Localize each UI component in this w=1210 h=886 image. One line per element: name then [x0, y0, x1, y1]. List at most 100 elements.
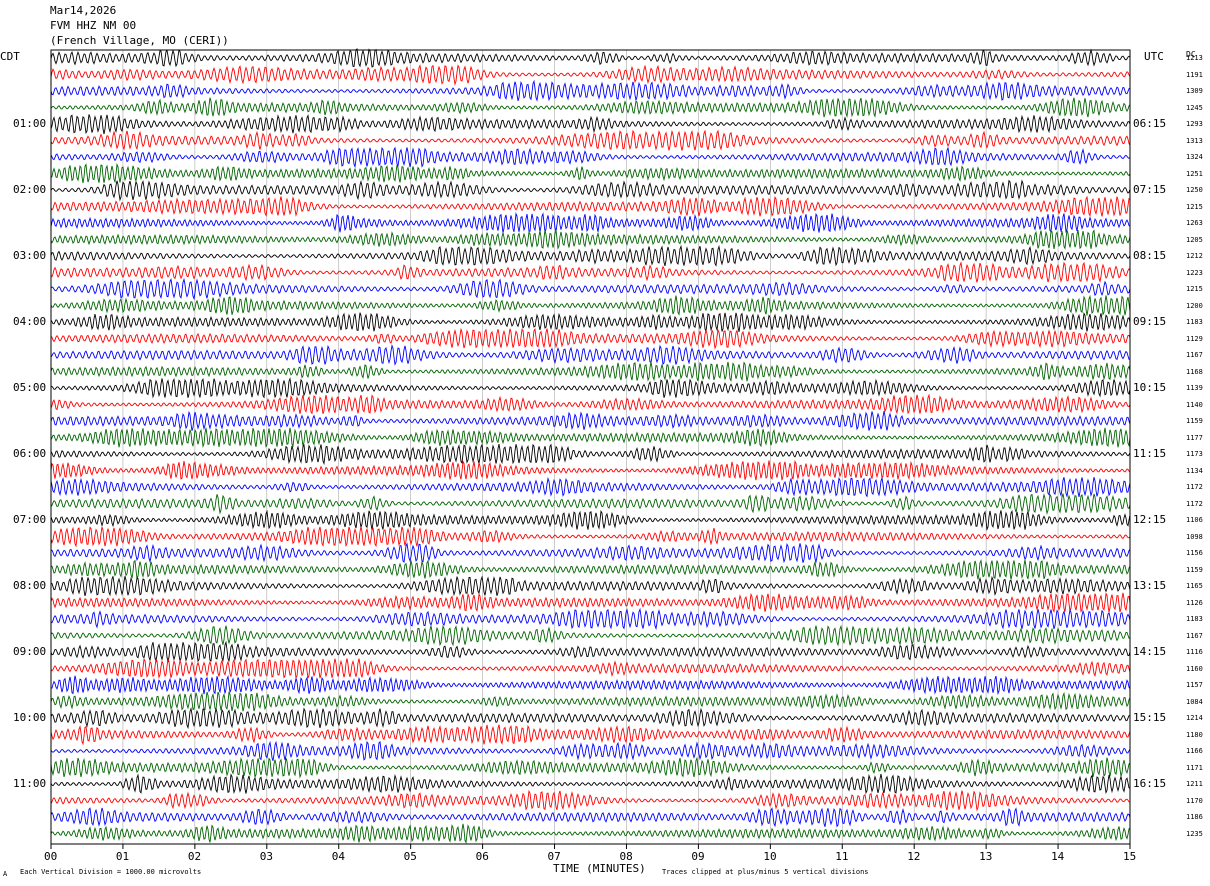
trace-line	[50, 114, 1131, 135]
trace-line	[50, 607, 1131, 631]
trace-line	[50, 294, 1131, 316]
line-count-label: 1183	[1186, 318, 1203, 326]
trace-line	[50, 493, 1131, 515]
line-count-label: 1157	[1186, 681, 1203, 689]
x-tick-label: 11	[835, 850, 849, 863]
line-count-label: 1309	[1186, 87, 1203, 95]
line-count-label: 1084	[1186, 697, 1203, 706]
left-hour-label: 03:00	[13, 249, 47, 262]
right-hour-label: 16:15	[1133, 777, 1167, 790]
counts-header-label: DC	[1186, 50, 1196, 59]
x-tick-label: 01	[115, 850, 130, 863]
record-date: Mar14,2026	[50, 4, 117, 17]
trace-line	[50, 311, 1131, 332]
trace-line	[50, 509, 1131, 532]
line-count-label: 1263	[1186, 219, 1203, 227]
line-count-label: 1167	[1186, 351, 1203, 359]
line-count-label: 1215	[1186, 285, 1203, 293]
line-count-label: 1223	[1186, 268, 1203, 277]
trace-line	[50, 640, 1131, 663]
right-hour-label: 06:15	[1133, 117, 1167, 130]
trace-line	[50, 773, 1131, 795]
x-tick-label: 06	[475, 850, 489, 863]
x-tick-label: 09	[691, 850, 705, 863]
right-hour-label: 12:15	[1133, 513, 1167, 526]
line-count-label: 1168	[1186, 367, 1203, 376]
trace-line	[50, 146, 1131, 169]
left-timezone-label: CDT	[0, 50, 20, 63]
line-count-label: 1106	[1186, 516, 1203, 524]
line-count-label: 1212	[1186, 252, 1203, 260]
line-count-label: 1324	[1186, 153, 1203, 161]
right-hour-label: 07:15	[1133, 183, 1167, 196]
right-hour-label: 15:15	[1133, 711, 1167, 724]
x-tick-label: 04	[331, 850, 345, 863]
line-count-label: 1165	[1186, 582, 1203, 590]
x-axis-ticks	[50, 844, 1131, 849]
trace-line	[50, 823, 1131, 844]
x-tick-label: 07	[547, 850, 561, 863]
trace-line	[50, 376, 1131, 399]
station-code: FVM HHZ NM 00	[50, 19, 137, 32]
line-count-label: 1139	[1186, 384, 1203, 392]
line-count-label: 1191	[1186, 70, 1203, 79]
trace-line	[50, 427, 1131, 449]
line-count-label: 1116	[1186, 648, 1203, 656]
line-count-label: 1200	[1186, 301, 1203, 310]
trace-line	[50, 740, 1131, 761]
plot-frame	[50, 49, 1131, 845]
trace-line	[50, 724, 1131, 746]
trace-line	[50, 244, 1131, 267]
trace-line	[50, 79, 1131, 102]
corner-mark: A	[3, 870, 8, 878]
trace-line	[50, 212, 1131, 234]
x-tick-label: 14	[1051, 850, 1065, 863]
left-hour-label: 07:00	[13, 513, 47, 526]
x-tick-label: 00	[44, 850, 58, 863]
right-hour-label: 13:15	[1133, 579, 1167, 592]
right-hour-label: 14:15	[1133, 645, 1167, 658]
trace-line	[50, 261, 1131, 284]
line-count-label: 1250	[1186, 186, 1203, 194]
x-tick-label: 10	[763, 850, 777, 863]
line-count-label: 1167	[1186, 631, 1203, 640]
right-hour-label: 11:15	[1133, 447, 1167, 460]
left-hour-label: 08:00	[13, 579, 47, 592]
line-count-label: 1098	[1186, 532, 1203, 541]
line-count-label: 1205	[1186, 235, 1203, 244]
trace-line	[50, 48, 1131, 68]
line-count-label: 1313	[1186, 136, 1203, 145]
trace-line	[50, 162, 1131, 184]
trace-line	[50, 657, 1131, 680]
line-count-label: 1211	[1186, 780, 1203, 788]
x-tick-label: 08	[619, 850, 633, 863]
left-hour-label: 06:00	[13, 447, 47, 460]
right-timezone-label: UTC	[1144, 50, 1164, 63]
line-count-label: 1166	[1186, 747, 1203, 755]
right-hour-label: 08:15	[1133, 249, 1167, 262]
trace-line	[50, 195, 1131, 217]
trace-line	[50, 526, 1131, 548]
trace-line	[50, 459, 1131, 481]
line-count-label: 1214	[1186, 714, 1203, 722]
line-count-label: 1183	[1186, 615, 1203, 623]
line-count-label: 1140	[1186, 400, 1203, 409]
left-hour-label: 11:00	[13, 777, 47, 790]
line-count-label: 1186	[1186, 813, 1203, 821]
line-count-label: 1245	[1186, 103, 1203, 112]
trace-line	[50, 410, 1131, 431]
line-count-label: 1172	[1186, 499, 1203, 508]
scale-note: Each Vertical Division = 1000.00 microvo…	[20, 868, 202, 876]
x-tick-label: 02	[187, 850, 202, 863]
line-count-label: 1126	[1186, 598, 1203, 607]
trace-line	[50, 129, 1131, 151]
line-count-label: 1293	[1186, 120, 1203, 128]
trace-line	[50, 575, 1131, 597]
trace-line	[50, 361, 1131, 382]
line-count-label: 1171	[1186, 763, 1203, 772]
x-tick-label: 15	[1123, 850, 1137, 863]
trace-group	[50, 48, 1131, 844]
x-axis-title: TIME (MINUTES)	[553, 862, 646, 875]
trace-line	[50, 807, 1131, 828]
